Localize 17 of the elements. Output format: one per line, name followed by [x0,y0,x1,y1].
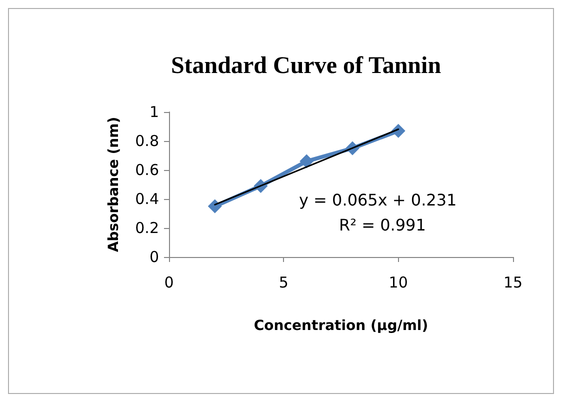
annotation: y = 0.065x + 0.231 [299,190,457,210]
y-tick-label: 1 [149,103,159,121]
annotation: R² = 0.991 [339,216,426,234]
y-tick-label: 0.2 [135,219,159,237]
x-tick-label: 10 [388,274,408,292]
point [208,199,222,214]
x-axis-title: Concentration (µg/ml) [254,318,428,334]
y-axis-title: Absorbance (nm) [106,116,122,252]
y-tick-label: 0.8 [135,132,159,150]
x-tick-label: 0 [164,274,174,292]
x-tick-label: 15 [503,274,523,292]
x-tick-label: 5 [278,274,288,292]
y-tick-label: 0.6 [135,161,159,179]
y-tick-label: 0.4 [135,190,159,208]
point [300,154,314,168]
chart-title: Standard Curve of Tannin [170,53,442,79]
y-tick-label: 0 [149,248,159,266]
